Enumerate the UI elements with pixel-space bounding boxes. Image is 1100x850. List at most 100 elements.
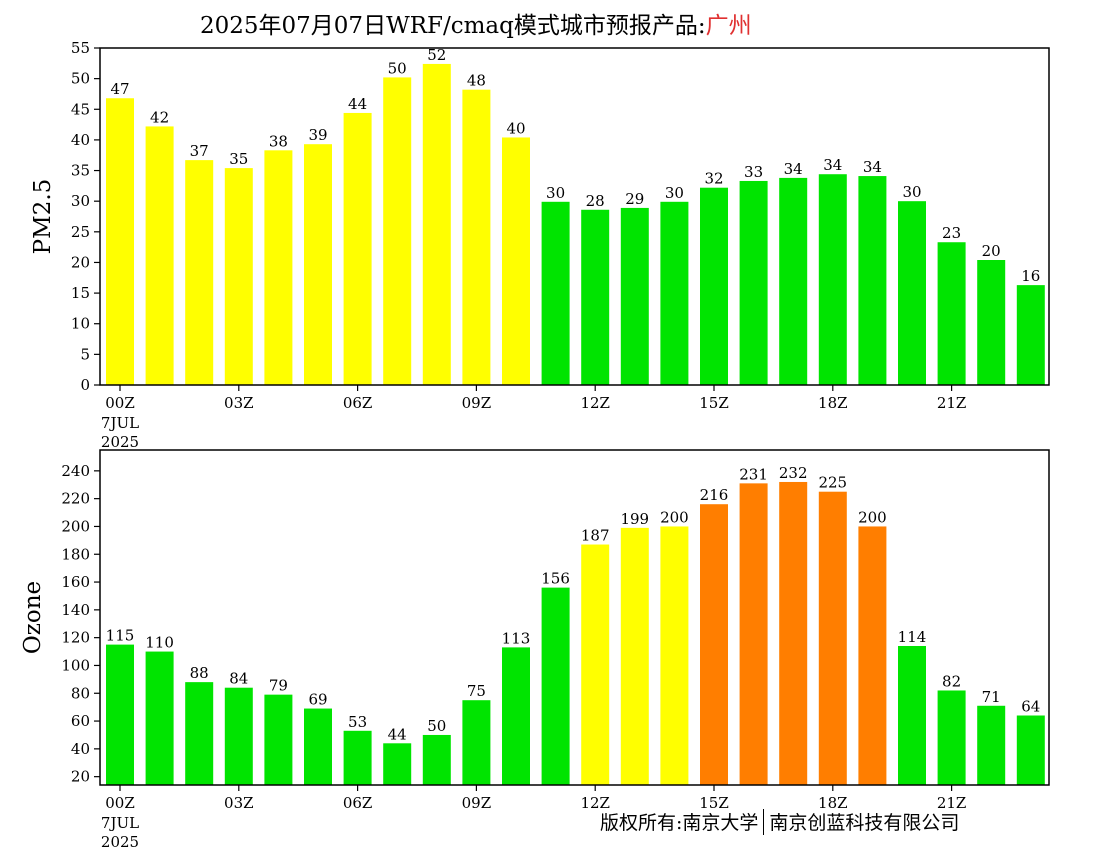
pm25-x-tick-label: 21Z (937, 394, 967, 412)
pm25-bar (581, 209, 610, 385)
pm25-bar (145, 126, 174, 386)
pm25-y-axis-label: PM2.5 (30, 179, 56, 255)
ozone-y-tick-label: 80 (71, 684, 90, 702)
ozone-value-label: 75 (467, 682, 486, 700)
pm25-x-tick-label: 12Z (580, 394, 610, 412)
ozone-value-label: 50 (427, 717, 446, 735)
ozone-plot-frame (99, 449, 1050, 786)
ozone-value-label: 187 (581, 527, 610, 545)
pm25-value-label: 28 (586, 192, 605, 210)
ozone-bar (739, 483, 768, 785)
ozone-x-tick-label: 00Z (105, 794, 135, 812)
ozone-value-label: 231 (739, 465, 768, 483)
ozone-value-label: 199 (620, 510, 649, 528)
ozone-bar (106, 644, 134, 785)
ozone-bar (581, 544, 610, 785)
ozone-y-axis-label: Ozone (20, 581, 46, 654)
pm25-y-tick-label: 20 (71, 253, 90, 271)
pm25-y-tick-label: 0 (80, 376, 90, 394)
pm25-y-tick-label: 55 (71, 39, 90, 57)
pm25-y-tick-label: 25 (71, 223, 90, 241)
pm25-bar (818, 174, 847, 385)
ozone-value-label: 88 (190, 664, 209, 682)
pm25-y-tick-label: 35 (71, 162, 90, 180)
pm25-value-label: 47 (110, 80, 129, 98)
ozone-value-label: 114 (898, 628, 927, 646)
pm25-date-label: 2025 (101, 433, 139, 451)
ozone-x-tick-label: 06Z (343, 794, 373, 812)
pm25-bar (343, 112, 372, 385)
copyright-org2: 南京创蓝科技有限公司 (769, 812, 960, 834)
ozone-value-label: 225 (818, 474, 847, 492)
pm25-value-label: 44 (348, 95, 367, 113)
ozone-date-label: 7JUL (101, 814, 139, 832)
ozone-x-tick-label: 18Z (818, 794, 848, 812)
pm25-value-label: 30 (665, 184, 684, 202)
pm25-value-label: 39 (308, 126, 327, 144)
ozone-value-label: 44 (388, 725, 407, 743)
pm25-bar (304, 144, 332, 385)
ozone-bar (185, 682, 214, 785)
ozone-bar (858, 526, 887, 785)
pm25-y-tick-label: 40 (71, 131, 90, 149)
copyright-footer: 版权所有:南京大学 南京创蓝科技有限公司 (600, 808, 959, 835)
pm25-bar (937, 242, 966, 385)
ozone-x-tick-label: 12Z (580, 794, 610, 812)
ozone-y-tick-label: 180 (61, 545, 90, 563)
pm25-bar (1016, 285, 1045, 385)
pm25-y-tick-label: 50 (71, 70, 90, 88)
ozone-bar (383, 743, 412, 785)
pm25-bar (898, 201, 926, 385)
pm25-bar (977, 260, 1006, 385)
ozone-bar (502, 647, 530, 785)
pm25-value-label: 30 (546, 184, 565, 202)
ozone-x-tick-label: 15Z (699, 794, 729, 812)
pm25-x-tick-label: 18Z (818, 394, 848, 412)
pm25-value-label: 48 (467, 72, 486, 90)
ozone-y-tick-label: 220 (61, 490, 90, 508)
pm25-x-tick-label: 09Z (462, 394, 492, 412)
ozone-y-tick-label: 160 (61, 573, 90, 591)
ozone-y-tick-label: 20 (71, 768, 90, 786)
pm25-value-label: 34 (823, 156, 842, 174)
ozone-y-tick-label: 200 (61, 517, 90, 535)
pm25-value-label: 34 (863, 158, 882, 176)
ozone-bar (462, 700, 491, 785)
ozone-bar (343, 730, 372, 785)
pm25-bar (620, 207, 649, 385)
pm25-bar (383, 77, 412, 385)
ozone-bar (264, 694, 293, 785)
ozone-value-label: 156 (541, 570, 570, 588)
ozone-value-label: 71 (982, 688, 1001, 706)
ozone-bar (620, 527, 649, 785)
ozone-bar (541, 587, 570, 785)
pm25-x-tick-label: 06Z (343, 394, 373, 412)
pm25-y-tick-label: 45 (71, 100, 90, 118)
ozone-y-tick-label: 140 (61, 601, 90, 619)
ozone-date-label: 2025 (101, 833, 139, 850)
pm25-value-label: 37 (190, 142, 209, 160)
title-city: 广州 (705, 13, 752, 39)
ozone-y-tick-label: 240 (61, 462, 90, 480)
pm25-bar (106, 98, 134, 385)
pm25-bar (185, 160, 214, 385)
ozone-value-label: 64 (1021, 697, 1040, 715)
ozone-bar (977, 705, 1006, 785)
copyright-label: 版权所有: (600, 812, 683, 834)
ozone-y-tick-label: 60 (71, 712, 90, 730)
ozone-bar (898, 645, 926, 785)
pm25-value-label: 38 (269, 132, 288, 150)
pm25-bar (779, 177, 808, 385)
pm25-value-label: 16 (1021, 267, 1040, 285)
ozone-value-label: 110 (145, 634, 174, 652)
ozone-value-label: 53 (348, 713, 367, 731)
pm25-value-label: 35 (229, 150, 248, 168)
ozone-bar (224, 687, 253, 785)
pm25-bar (541, 201, 570, 385)
pm25-value-label: 40 (506, 119, 525, 137)
ozone-value-label: 79 (269, 677, 288, 695)
pm25-y-tick-label: 15 (71, 284, 90, 302)
pm25-x-tick-label: 00Z (105, 394, 135, 412)
pm25-x-tick-label: 03Z (224, 394, 254, 412)
